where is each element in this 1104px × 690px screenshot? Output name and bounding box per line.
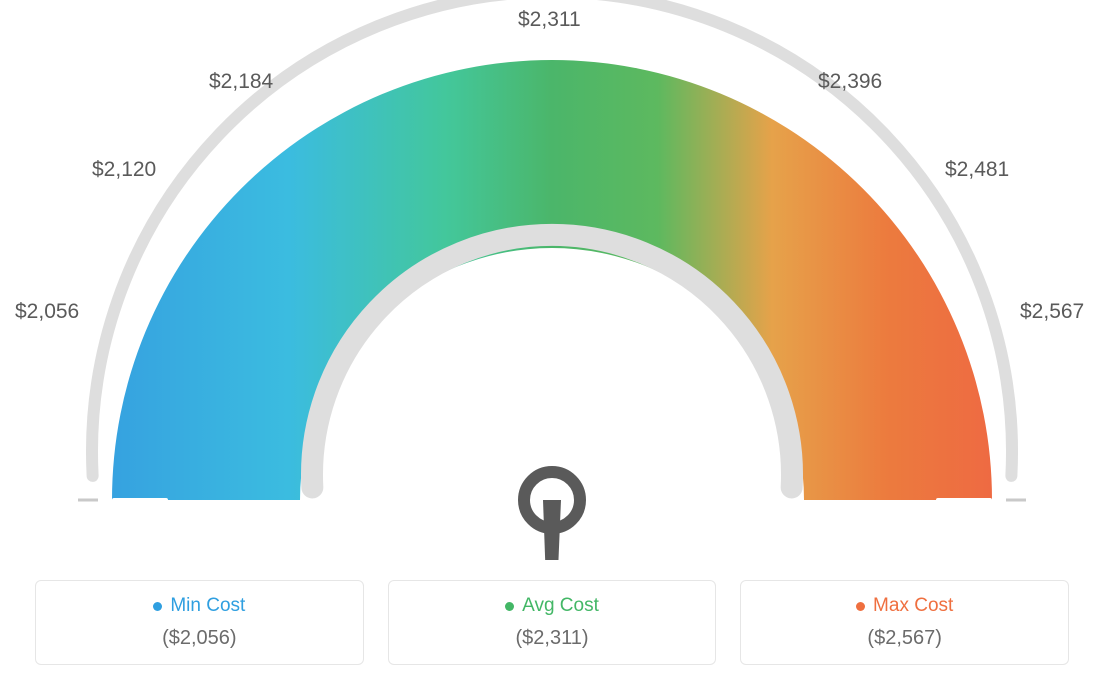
legend-label-max: Max Cost: [873, 595, 953, 617]
legend-title-max: Max Cost: [856, 595, 953, 617]
scale-label: $2,056: [15, 300, 79, 324]
legend-dot-min: [153, 602, 162, 611]
legend-value-avg: ($2,311): [399, 627, 706, 650]
legend-card-max: Max Cost ($2,567): [740, 580, 1069, 665]
scale-label: $2,184: [209, 70, 273, 94]
scale-label: $2,396: [818, 70, 882, 94]
legend-title-avg: Avg Cost: [505, 595, 599, 617]
legend-dot-max: [856, 602, 865, 611]
gauge-chart-container: $2,056 $2,120 $2,184 $2,311 $2,396 $2,481 $2,5…: [0, 0, 1104, 690]
scale-label: $2,481: [945, 158, 1009, 182]
legend-dot-avg: [505, 602, 514, 611]
scale-label: $2,311: [518, 8, 581, 32]
scale-label: $2,567: [1020, 300, 1084, 324]
legend-label-avg: Avg Cost: [522, 595, 599, 617]
legend-card-avg: Avg Cost ($2,311): [388, 580, 717, 665]
legend-value-max: ($2,567): [751, 627, 1058, 650]
legend-title-min: Min Cost: [153, 595, 245, 617]
gauge-svg: [0, 0, 1104, 560]
gauge-area: $2,056 $2,120 $2,184 $2,311 $2,396 $2,481 $2,5…: [0, 0, 1104, 560]
scale-label: $2,120: [92, 158, 156, 182]
legend-value-min: ($2,056): [46, 627, 353, 650]
legend-row: Min Cost ($2,056) Avg Cost ($2,311) Max …: [35, 580, 1069, 665]
legend-card-min: Min Cost ($2,056): [35, 580, 364, 665]
legend-label-min: Min Cost: [170, 595, 245, 617]
